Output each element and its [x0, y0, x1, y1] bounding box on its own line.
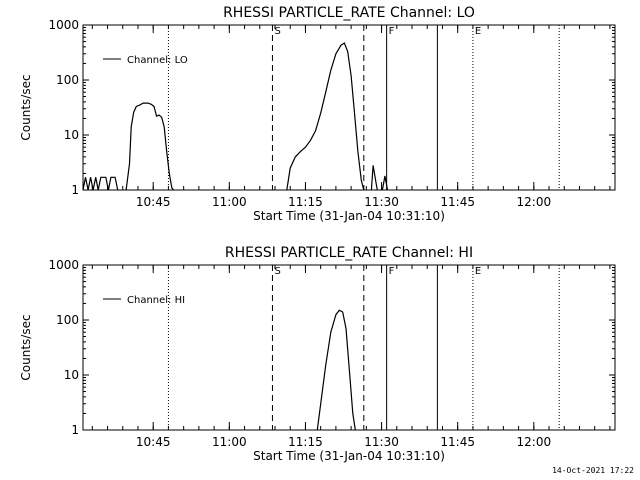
chart-panel-1: RHESSI PARTICLE_RATE Channel: LO 1 10 100 10… — [19, 5, 616, 223]
y-tick-label: 1000 — [48, 258, 79, 272]
y-tick-label: 1 — [71, 183, 79, 197]
x-axis-label: Start Time (31-Jan-04 10:31:10) — [253, 449, 445, 463]
y-tick-label: 1000 — [48, 18, 79, 32]
x-tick-label: 12:00 — [517, 435, 552, 449]
plot-frame — [82, 24, 616, 191]
y-tick-label: 100 — [56, 313, 79, 327]
y-axis-label: Counts/sec — [19, 314, 33, 380]
x-tick-label: 11:30 — [364, 435, 399, 449]
y-tick-label: 1 — [71, 423, 79, 437]
time-marker-label: E — [475, 266, 481, 277]
x-tick-label: 12:00 — [517, 195, 552, 209]
series-line-segment — [381, 175, 389, 191]
x-tick-label: 11:45 — [440, 435, 475, 449]
time-marker-label: E — [475, 26, 481, 37]
series-line-segment — [82, 176, 119, 191]
x-tick-label: 10:45 — [136, 195, 171, 209]
chart-title: RHESSI PARTICLE_RATE Channel: LO — [223, 5, 475, 21]
y-tick-label: 10 — [64, 128, 79, 142]
legend-label: Channel: HI — [127, 295, 185, 306]
y-tick-label: 100 — [56, 73, 79, 87]
time-marker-label: F — [389, 26, 395, 37]
series-line-segment — [125, 102, 174, 191]
x-tick-label: 11:15 — [288, 195, 323, 209]
series-line-segment — [370, 165, 378, 191]
legend-label: Channel: LO — [127, 55, 188, 66]
x-tick-label: 11:15 — [288, 435, 323, 449]
footer-timestamp: 14-Oct-2021 17:22 — [552, 466, 634, 475]
x-tick-label: 11:00 — [212, 435, 247, 449]
x-tick-label: 10:45 — [136, 435, 171, 449]
time-marker-label: S — [274, 266, 280, 277]
x-tick-label: 11:00 — [212, 195, 247, 209]
time-marker-label: S — [274, 26, 280, 37]
chart-panel-2: RHESSI PARTICLE_RATE Channel: HI 1 10 100 10… — [19, 245, 616, 463]
series-line-segment — [316, 309, 356, 431]
chart-title: RHESSI PARTICLE_RATE Channel: HI — [225, 245, 473, 261]
x-tick-label: 11:45 — [440, 195, 475, 209]
plot-frame — [82, 264, 616, 431]
series-line-segment — [286, 42, 365, 191]
x-axis-label: Start Time (31-Jan-04 10:31:10) — [253, 209, 445, 223]
y-axis-label: Counts/sec — [19, 74, 33, 140]
y-tick-label: 10 — [64, 368, 79, 382]
time-marker-label: F — [389, 266, 395, 277]
x-tick-label: 11:30 — [364, 195, 399, 209]
